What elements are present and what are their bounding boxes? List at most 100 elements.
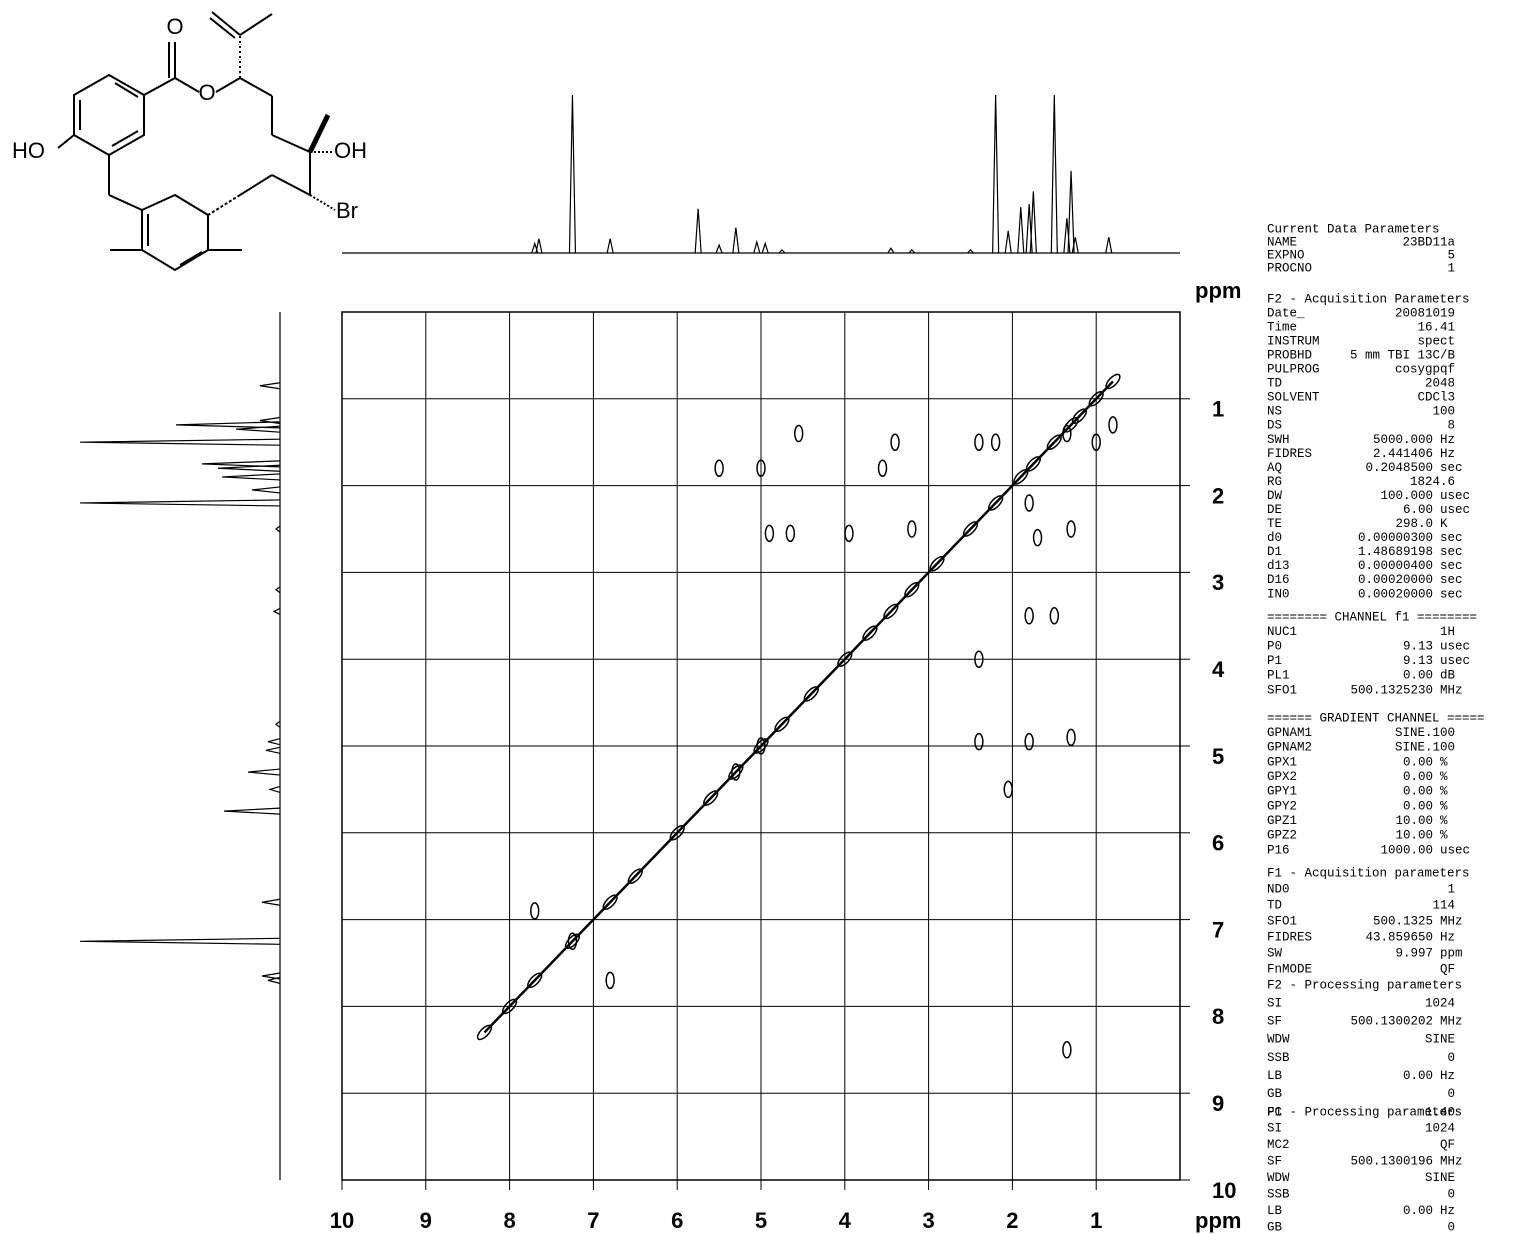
parameter-unit: % — [1440, 785, 1448, 799]
cross-peak — [753, 738, 769, 754]
projection-peak — [1029, 191, 1037, 254]
x-tick-label: 10 — [330, 1208, 354, 1233]
projection-peak — [79, 438, 281, 446]
parameter-label: PROBHD — [1267, 348, 1312, 362]
cross-peak — [785, 524, 796, 543]
projection-peak — [275, 525, 281, 533]
parameter-value: 23BD11a — [1402, 235, 1455, 249]
parameter-value: 0.00020000 — [1358, 573, 1433, 587]
parameter-label: GPX2 — [1267, 770, 1297, 784]
parameter-label: GPY2 — [1267, 799, 1297, 813]
parameter-label: GPZ1 — [1267, 814, 1297, 828]
projection-peak — [715, 243, 723, 254]
cross-peak — [1046, 434, 1062, 450]
parameter-label: TD — [1267, 898, 1282, 912]
parameter-value: 2.441406 — [1373, 447, 1433, 461]
parameter-unit: Hz — [1440, 1069, 1455, 1083]
parameter-value: 1024 — [1425, 1122, 1455, 1136]
parameter-value: 500.1300202 — [1350, 1015, 1433, 1029]
parameter-label: AQ — [1267, 461, 1282, 475]
parameter-label: PC — [1267, 1105, 1282, 1119]
parameter-value: 500.1300196 — [1350, 1155, 1433, 1169]
projection-peak — [201, 460, 281, 468]
projection-peak — [275, 586, 281, 594]
parameter-value: 0.00000300 — [1358, 531, 1433, 545]
projection-peak — [908, 248, 916, 254]
cross-peak — [1024, 607, 1034, 625]
projection-peak — [535, 238, 543, 254]
cross-peak — [974, 433, 984, 451]
y-tick-label: 10 — [1212, 1178, 1236, 1203]
parameter-label: MC2 — [1267, 1138, 1290, 1152]
parameter-unit: usec — [1440, 843, 1470, 857]
parameter-label: INSTRUM — [1267, 334, 1320, 348]
x-tick-label: 6 — [671, 1208, 683, 1233]
parameter-value: 5 mm TBI 13C/B — [1350, 348, 1456, 362]
parameter-value: spect — [1417, 334, 1455, 348]
projection-peak — [175, 421, 281, 429]
x-axis-label: ppm — [1195, 1208, 1241, 1233]
projection-peak — [261, 972, 281, 980]
parameter-label: SF — [1267, 1155, 1282, 1169]
cross-peak — [1066, 520, 1076, 538]
parameter-label: GPNAM1 — [1267, 726, 1312, 740]
cross-peak — [1088, 391, 1104, 407]
x-tick-label: 1 — [1090, 1208, 1102, 1233]
cross-peak — [1108, 416, 1118, 434]
x-tick-label: 8 — [503, 1208, 515, 1233]
parameter-unit: K — [1440, 517, 1448, 531]
projection-peak — [267, 738, 281, 746]
parameter-value: 9.997 — [1395, 946, 1433, 960]
parameter-group-title: F1 - Processing parameters — [1267, 1105, 1462, 1119]
parameter-label: NAME — [1267, 235, 1297, 249]
parameter-label: WDW — [1267, 1033, 1290, 1047]
cross-peak — [627, 868, 643, 884]
cross-peak — [564, 933, 581, 950]
parameter-unit: MHz — [1440, 1155, 1463, 1169]
parameter-label: PULPROG — [1267, 363, 1320, 377]
parameter-value: 20081019 — [1395, 306, 1455, 320]
parameter-label: LB — [1267, 1204, 1283, 1218]
parameter-value: 1H — [1440, 625, 1455, 639]
projection-peak — [1050, 94, 1058, 254]
parameter-value: 0.00 — [1403, 755, 1433, 769]
parameter-label: d13 — [1267, 559, 1290, 573]
parameter-unit: usec — [1440, 639, 1470, 653]
parameter-label: GB — [1267, 1087, 1283, 1101]
atom-label: Br — [336, 198, 358, 223]
projection-peak — [568, 94, 577, 254]
cross-peak — [1024, 732, 1034, 751]
parameter-label: SSB — [1267, 1051, 1290, 1065]
projection-peak — [753, 239, 761, 254]
y-tick-label: 2 — [1212, 483, 1224, 508]
parameter-value: 100 — [1432, 405, 1455, 419]
projection-peak — [79, 937, 281, 945]
parameter-label: SWH — [1267, 433, 1290, 447]
y-tick-label: 9 — [1212, 1091, 1224, 1116]
projection-peak — [223, 807, 281, 815]
projection-peak — [606, 238, 614, 254]
cross-peak — [1105, 373, 1121, 390]
cross-peak — [602, 894, 618, 911]
parameter-label: D16 — [1267, 573, 1290, 587]
cross-peak — [527, 972, 543, 989]
parameter-label: Date_ — [1267, 306, 1305, 320]
cross-peak — [862, 625, 878, 641]
cross-peak — [1063, 417, 1079, 433]
parameter-unit: MHz — [1440, 1015, 1463, 1029]
parameter-value: 0.00 — [1403, 1069, 1433, 1083]
parameter-value: QF — [1440, 962, 1455, 976]
cross-peak — [890, 433, 900, 451]
parameter-value: 100.000 — [1380, 489, 1433, 503]
cross-peak — [877, 459, 888, 477]
parameter-value: 1.40 — [1425, 1105, 1455, 1119]
parameter-unit: ppm — [1440, 946, 1463, 960]
x-tick-label: 4 — [839, 1208, 852, 1233]
parameter-label: LB — [1267, 1069, 1283, 1083]
parameter-value: 9.13 — [1403, 654, 1433, 668]
cross-peak — [803, 686, 819, 702]
parameter-value: 0.00020000 — [1358, 587, 1433, 601]
parameter-unit: Hz — [1440, 1204, 1455, 1218]
parameter-label: NS — [1267, 405, 1282, 419]
